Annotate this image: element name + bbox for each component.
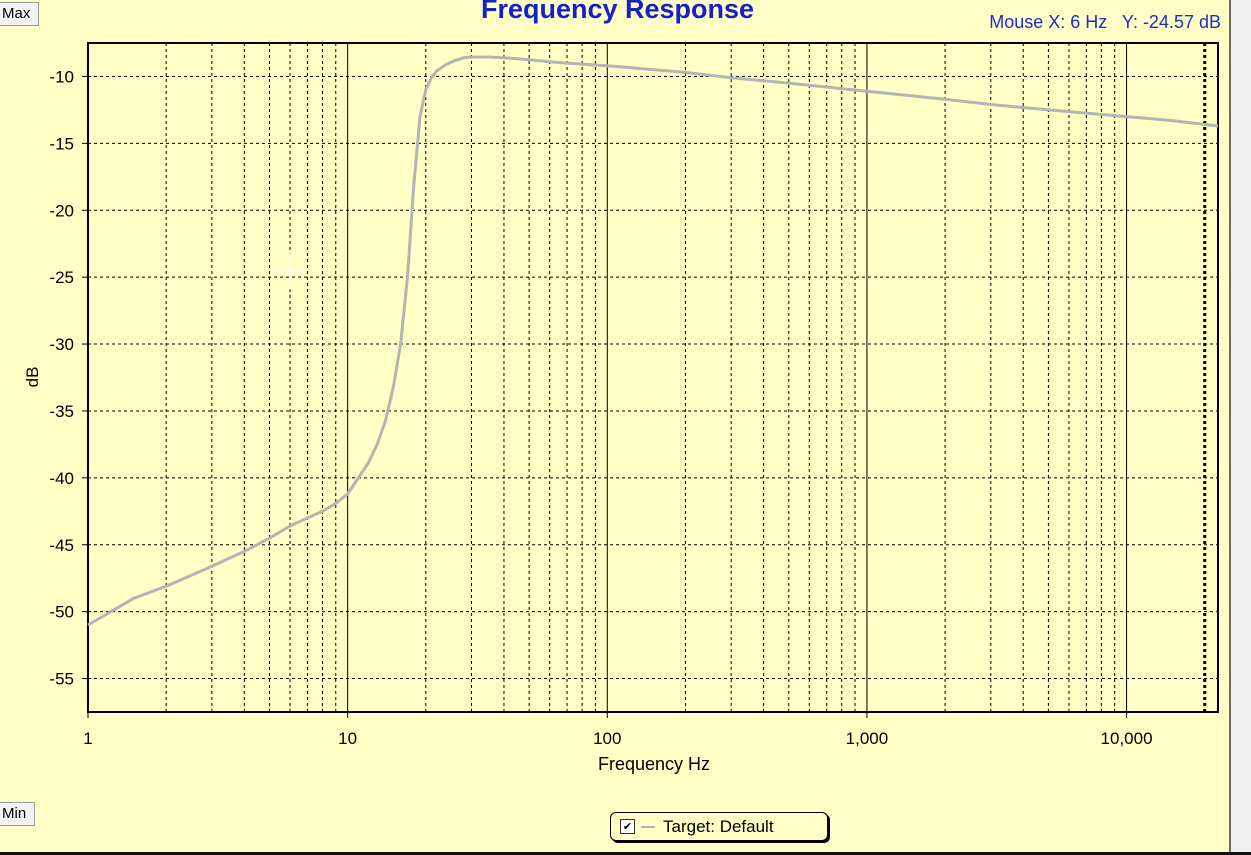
y-tick-label: -45 — [49, 536, 74, 555]
x-tick-label: 100 — [593, 729, 621, 748]
legend-line-swatch — [641, 825, 655, 828]
x-axis-label: Frequency Hz — [598, 754, 710, 774]
legend-checkbox[interactable]: ✔ — [620, 819, 635, 834]
y-tick-label: -20 — [49, 201, 74, 220]
y-tick-label: -55 — [49, 670, 74, 689]
y-tick-label: -35 — [49, 402, 74, 421]
legend: ✔ Target: Default — [610, 812, 828, 841]
y-tick-label: -50 — [49, 603, 74, 622]
x-tick-label: 1,000 — [846, 729, 889, 748]
x-tick-label: 10,000 — [1101, 729, 1153, 748]
y-axis-ticks: -10 -15 -20 -25 -30 -35 -40 -45 -50 -55 — [49, 67, 88, 689]
legend-label: Target: Default — [663, 816, 774, 836]
y-tick-label: -40 — [49, 469, 74, 488]
y-axis-label: dB — [23, 367, 42, 388]
major-gridlines — [87, 43, 1218, 712]
plot-frame — [87, 42, 1219, 713]
max-button[interactable]: Max — [0, 2, 40, 26]
window-right-border — [1229, 0, 1251, 855]
y-tick-label: -30 — [49, 335, 74, 354]
series-layer — [87, 55, 1219, 627]
x-tick-label: 10 — [338, 729, 357, 748]
mouse-coordinate-readout: Mouse X: 6 Hz Y: -24.57 dB — [989, 12, 1221, 32]
x-tick-label: 1 — [83, 729, 92, 748]
crosshair-cursor — [274, 253, 307, 290]
series-line-target-default — [87, 55, 1219, 627]
y-tick-label: -15 — [49, 134, 74, 153]
x-axis-ticks: 1 10 100 1,000 10,000 — [83, 712, 1153, 748]
y-tick-label: -10 — [49, 67, 74, 86]
chart-title: Frequency Response — [480, 0, 755, 24]
window-bottom-border — [0, 852, 1251, 855]
min-button[interactable]: Min — [0, 802, 36, 826]
y-tick-label: -25 — [49, 268, 74, 287]
